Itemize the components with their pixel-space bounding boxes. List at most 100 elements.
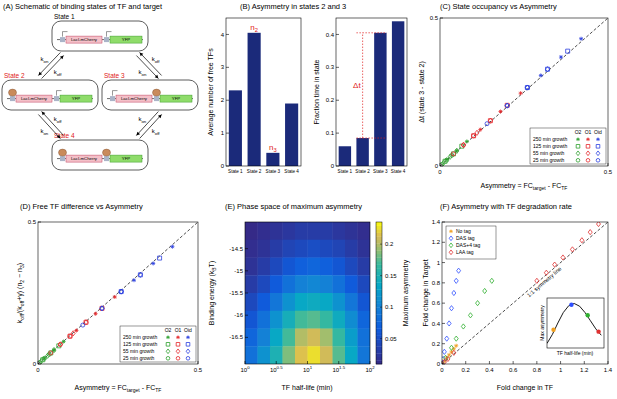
heat-cell: [345, 311, 358, 329]
y-tick: [442, 222, 445, 223]
marker: [505, 104, 509, 108]
colorbar-step: [376, 261, 382, 265]
legend-header: O1: [585, 129, 592, 135]
marker: [576, 138, 580, 142]
colorbar-tick: [380, 307, 382, 308]
colorbar-label: Maximum asymmetry: [402, 259, 410, 326]
legend-box: [120, 326, 196, 362]
colorbar-step: [376, 282, 382, 286]
legend-box: [446, 226, 496, 259]
marker: [576, 145, 580, 149]
plot-area: [38, 222, 198, 364]
reference-line: [38, 222, 198, 364]
marker: [465, 139, 469, 143]
colorbar-step: [376, 236, 382, 240]
bar: [374, 33, 386, 166]
marker: [519, 91, 523, 95]
plot-area: [229, 33, 298, 166]
marker: [596, 138, 600, 142]
heat-cell: [333, 222, 346, 240]
x-tick-label: 102: [365, 365, 375, 373]
heat-cell: [345, 329, 358, 347]
text-part: - FC: [546, 182, 562, 189]
text-part: T): [208, 261, 216, 268]
marker: [457, 268, 461, 273]
legend-label: 250 min growth: [533, 136, 567, 142]
marker: [559, 55, 563, 59]
legend-label: 25 min growth: [123, 355, 155, 361]
text-part: off: [155, 59, 161, 64]
marker: [576, 151, 580, 156]
colorbar-step: [376, 222, 382, 226]
arrow: [140, 114, 162, 138]
y-tick-label: 0.4: [326, 32, 335, 38]
colorbar-step: [376, 279, 382, 283]
heat-cell: [282, 329, 295, 347]
heat-cell: [270, 346, 283, 364]
category-label: State 4: [284, 169, 299, 174]
gene-label: LacI-mCherry: [21, 96, 48, 101]
colorbar-step: [376, 300, 382, 304]
heat-cell: [320, 329, 333, 347]
arrow-head: [42, 112, 46, 116]
text-part: TF: [155, 387, 161, 393]
heat-cell: [308, 329, 321, 347]
cell: [52, 21, 148, 51]
marker: [166, 356, 170, 360]
marker: [505, 103, 509, 108]
colorbar-step: [376, 240, 382, 244]
x-tick: [513, 361, 514, 364]
heat-cell: [345, 240, 358, 258]
marker: [576, 158, 580, 162]
colorbar-frame: [376, 222, 382, 364]
arrow-head: [57, 135, 61, 139]
y-tick: [245, 337, 248, 338]
heat-cell: [282, 258, 295, 276]
axes-frame: [336, 18, 407, 166]
marker: [452, 350, 456, 355]
x-tick-label: 1: [559, 367, 563, 373]
y-tick: [442, 282, 445, 283]
arrow-head: [60, 56, 64, 60]
marker: [68, 334, 72, 338]
reference-line: [442, 222, 608, 364]
x-axis-label: TF half-life (min): [282, 384, 333, 392]
x-tick: [276, 361, 277, 364]
marker: [449, 306, 453, 311]
marker: [166, 349, 170, 354]
x-tick-label: 0.8: [533, 367, 542, 373]
heat-cell: [320, 293, 333, 311]
heat-cell: [345, 346, 358, 364]
x-tick: [338, 361, 339, 364]
promoter: [60, 156, 65, 161]
colorbar-step: [376, 318, 382, 322]
colorbar-step: [376, 254, 382, 258]
y-tick: [226, 133, 229, 134]
x-tick: [198, 361, 199, 364]
marker: [100, 306, 104, 310]
colorbar-step: [376, 332, 382, 336]
panel-title: (B) Asymmetry in states 2 and 3: [240, 2, 346, 11]
text-part: off: [57, 72, 63, 77]
gene: [110, 36, 142, 43]
y-tick-label: -16: [234, 312, 243, 318]
state-label: State 4: [54, 132, 75, 139]
y-tick: [442, 242, 445, 243]
heat-cell: [358, 222, 370, 240]
marker: [119, 289, 123, 294]
rate-label: koff: [54, 116, 63, 124]
x-tick-label: 1.4: [604, 367, 613, 373]
gene-label: YFP: [72, 96, 80, 101]
x-tick: [38, 361, 39, 364]
gene: [66, 36, 102, 43]
marker: [449, 236, 453, 241]
x-tick: [608, 361, 609, 364]
marker: [597, 222, 601, 227]
promoter: [104, 156, 109, 161]
text-part: +γ) (n: [16, 283, 24, 301]
heat-cell: [295, 293, 308, 311]
x-tick-label: 101: [303, 365, 313, 373]
marker: [490, 278, 494, 283]
text-part: off: [155, 131, 161, 136]
colorbar-step: [376, 343, 382, 347]
